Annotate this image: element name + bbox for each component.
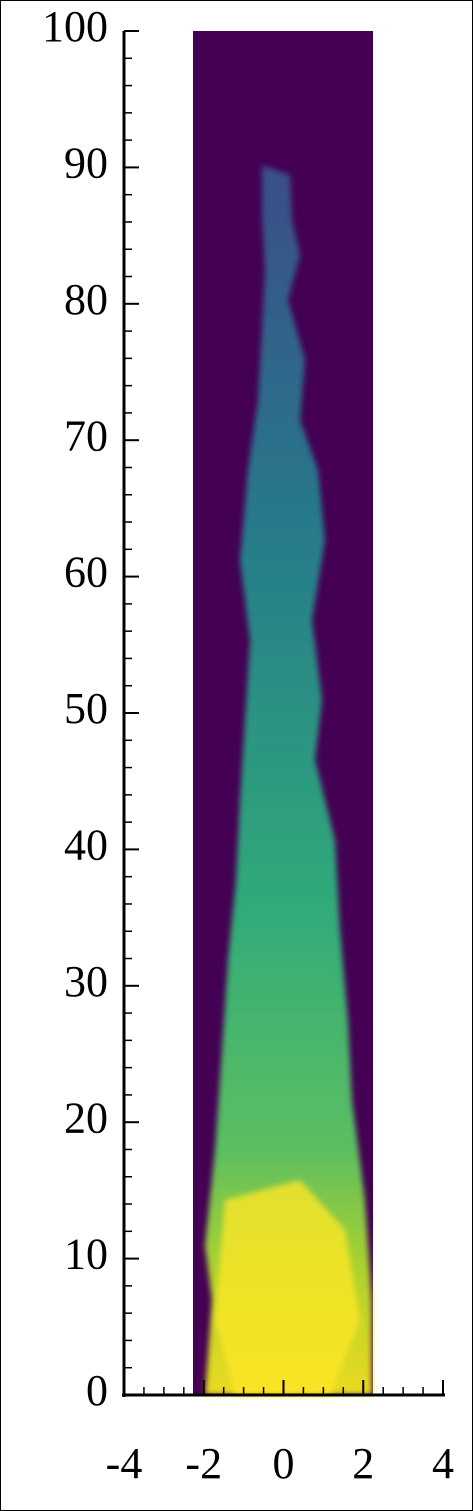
x-tick-label: 4	[432, 1439, 454, 1488]
x-tick-label: -2	[185, 1439, 222, 1488]
y-tick-label: 20	[64, 1093, 108, 1142]
y-tick-label: 50	[64, 684, 108, 733]
y-tick-label: 40	[64, 820, 108, 869]
x-tick-label: 2	[352, 1439, 374, 1488]
y-tick-label: 80	[64, 275, 108, 324]
y-tick-label: 70	[64, 411, 108, 460]
x-tick-label: 0	[273, 1439, 295, 1488]
x-tick-label: -4	[106, 1439, 143, 1488]
y-tick-label: 90	[64, 138, 108, 187]
y-tick-label: 10	[64, 1230, 108, 1279]
y-tick-label: 30	[64, 957, 108, 1006]
y-tick-label: 60	[64, 548, 108, 597]
plume-core	[215, 1180, 360, 1395]
plume	[205, 165, 372, 1395]
y-tick-label: 0	[86, 1366, 108, 1415]
y-tick-label: 100	[42, 2, 108, 51]
